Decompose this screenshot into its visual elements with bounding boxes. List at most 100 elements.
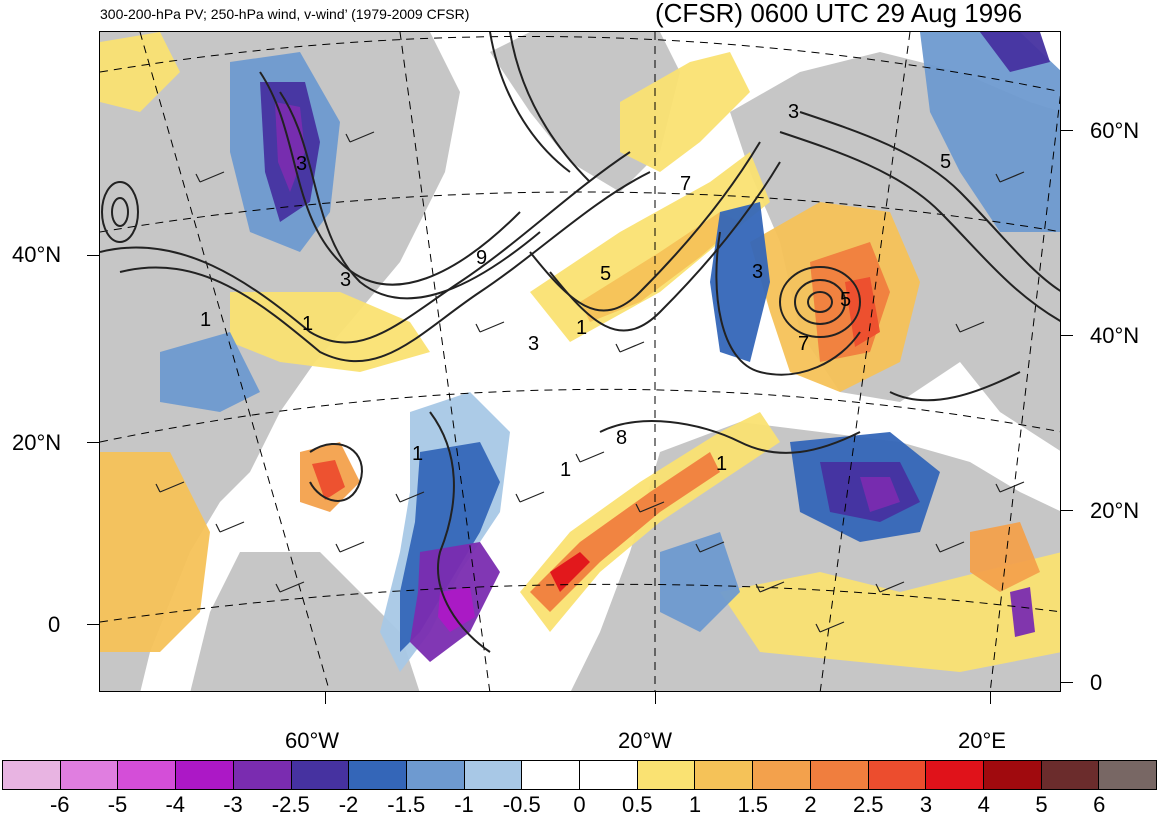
pv-shading <box>100 32 1060 672</box>
colorbar-tick-label: -2 <box>338 792 359 817</box>
graticule-line-60w <box>139 32 330 691</box>
pv-contour-line <box>549 161 781 332</box>
graticule-line-20n <box>100 388 1060 443</box>
colorbar-tick-label: -1.5 <box>387 792 426 817</box>
colorbar-tick-label: 2 <box>804 792 817 817</box>
pv-contour-line <box>599 420 861 454</box>
colorbar-swatch <box>1099 761 1157 789</box>
colorbar-swatch <box>1041 761 1100 789</box>
wind-barb <box>695 541 725 553</box>
map-panel: 3 3 1 9 5 1 3 7 5 3 3 5 7 1 1 1 8 1 0 <box>99 31 1061 692</box>
tick-bottom-20e <box>990 692 991 704</box>
wind-barb <box>475 321 505 333</box>
tick-right-60n <box>1061 130 1073 131</box>
contour-label: 1 <box>560 459 571 481</box>
pv-positive-east-africa <box>970 522 1040 592</box>
colorbar-swatch <box>637 761 696 789</box>
pv-positive-central-atlantic <box>530 152 770 342</box>
colorbar-swatch <box>810 761 869 789</box>
contour-label: 1 <box>576 317 587 339</box>
pv-contour-line <box>119 171 651 363</box>
graticule-line-60n <box>100 35 1060 93</box>
wind-barb <box>195 171 225 183</box>
pv-negative-europe-trough <box>710 202 770 362</box>
wind-barb <box>275 581 305 593</box>
lon-label-60w: 60°W <box>285 728 340 753</box>
colorbar-tick-label: -3 <box>223 792 243 817</box>
colorbar-tick-label: 4 <box>977 792 990 817</box>
wind-barb <box>815 621 845 633</box>
south-america-land <box>190 552 420 691</box>
graticule <box>100 32 1060 691</box>
colorbar-tick-label: 1 <box>688 792 702 817</box>
contour-label: 3 <box>752 261 763 283</box>
pv-contour-line <box>509 32 591 183</box>
pv-contour-ring <box>794 279 846 325</box>
wind-barb <box>395 491 425 503</box>
contour-label: 3 <box>528 333 539 355</box>
colorbar-tick-label: 3 <box>919 792 933 817</box>
tick-right-40n <box>1061 335 1073 336</box>
pv-contour-line <box>429 411 491 653</box>
colorbar-tick-label: 1.5 <box>737 792 769 817</box>
colorbar-tick-label: 2.5 <box>852 792 884 817</box>
pv-contour-line <box>100 151 631 344</box>
pv-negative-west-coast <box>160 332 260 412</box>
wind-barb <box>155 481 185 493</box>
lat-label-right-20n: 20°N <box>1090 498 1140 523</box>
wind-barb <box>615 341 645 353</box>
contour-label: 3 <box>788 101 799 123</box>
colorbar-swatch <box>291 761 350 789</box>
colorbar-tick-label: 0 <box>573 792 586 817</box>
lat-label-right-60n: 60°N <box>1090 118 1140 143</box>
lon-label-20e: 20°E <box>958 728 1006 753</box>
wind-barb <box>515 491 545 503</box>
colorbar-tick-label: 6 <box>1093 792 1106 817</box>
graticule-line-0 <box>100 583 1060 623</box>
pv-negative-sahara-peak <box>860 477 900 512</box>
wind-barb <box>755 581 785 593</box>
pv-contour-ring <box>807 291 833 313</box>
lat-label-right-40n: 40°N <box>1090 323 1140 348</box>
pv-positive-europe-peak <box>845 277 880 347</box>
colorbar-swatch <box>349 761 407 789</box>
wind-barb <box>345 131 375 143</box>
colorbar-swatch <box>522 761 581 789</box>
colorbar-swatch <box>926 761 984 789</box>
map-field-svg: 3 3 1 9 5 1 3 7 5 3 3 5 7 1 1 1 8 1 0 <box>100 32 1060 691</box>
colorbar-tick-label: -2.5 <box>271 792 310 817</box>
pv-negative-atlantic-peak <box>438 587 475 632</box>
colorbar-tick-label: 5 <box>1035 792 1048 817</box>
tick-bottom-20w <box>655 692 656 704</box>
contour-label: 5 <box>840 289 851 311</box>
wind-barb <box>875 581 905 593</box>
tick-right-0 <box>1061 682 1073 683</box>
contour-label: 3 <box>340 269 351 291</box>
graticule-line-40n <box>100 191 1060 233</box>
pv-positive-northwest-corner <box>100 32 180 112</box>
contour-label: 7 <box>680 173 691 195</box>
lat-label-left-0: 0 <box>48 612 61 637</box>
colorbar-swatch <box>3 761 61 789</box>
wind-barb <box>335 541 365 553</box>
plot-title-left: 300-200-hPa PV; 250-hPa wind, v-wind’ (1… <box>100 6 470 22</box>
pv-contour-ring <box>779 266 861 338</box>
colorbar-tick-label: -5 <box>107 792 128 817</box>
tick-left-20n <box>87 442 99 443</box>
colorbar-swatch <box>753 761 811 789</box>
pv-positive-subtropical-peak <box>550 552 590 592</box>
colorbar-tick-label: -0.5 <box>502 792 541 817</box>
lat-label-left-40n: 40°N <box>12 242 62 267</box>
contour-labels: 3 3 1 9 5 1 3 7 5 3 3 5 7 1 1 1 8 1 0 <box>200 101 951 481</box>
wind-barb <box>995 171 1025 183</box>
colorbar-swatch <box>176 761 234 789</box>
contour-label: 8 <box>616 427 627 449</box>
lat-label-left-20n: 20°N <box>12 430 62 455</box>
pv-positive-west-atlantic <box>230 292 430 372</box>
pv-positive-north-atlantic <box>620 52 750 172</box>
contour-label: 1 <box>302 313 313 335</box>
pv-contour-ring <box>111 197 129 227</box>
colorbar-swatch <box>406 761 465 789</box>
pv-contour-line <box>489 32 571 173</box>
tick-left-40n <box>87 255 99 256</box>
